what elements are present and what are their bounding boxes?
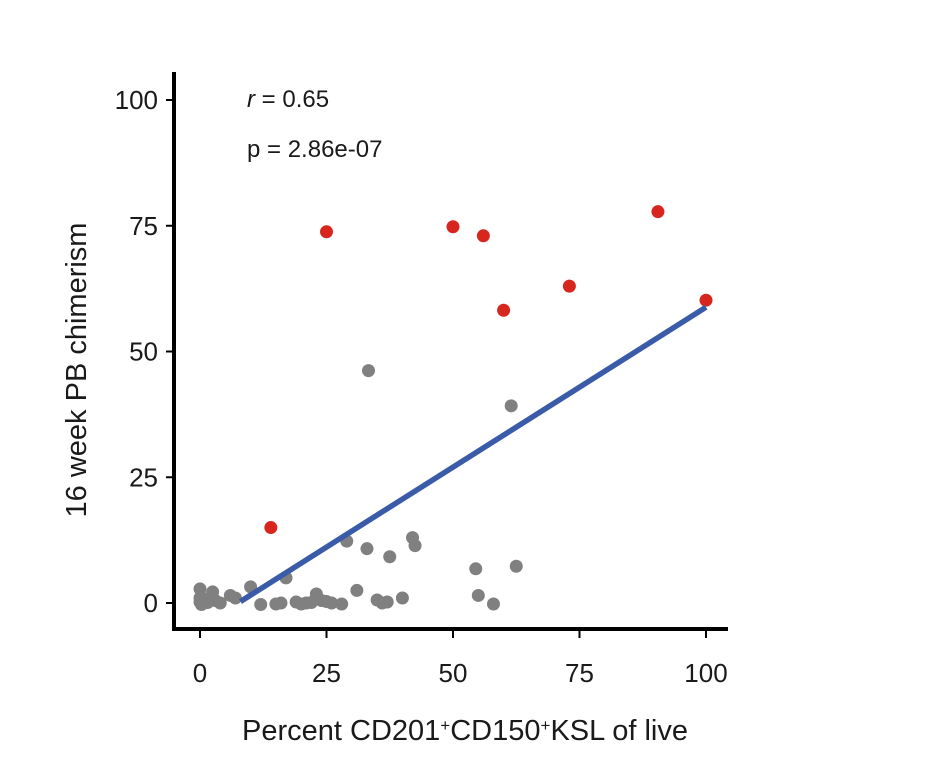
y-tick-label: 50 [129,337,158,367]
y-axis-title: 16 week PB chimerism [61,223,93,518]
gray-point [395,591,409,605]
red-point [699,293,713,307]
gray-point [380,595,394,609]
x-axis-title-part-2: CD150 [450,715,540,747]
x-tick-label: 50 [439,658,468,688]
gray-point [469,562,483,576]
plot-area [239,304,708,604]
r-annotation: r = 0.65 [247,86,329,113]
data-points [193,205,713,612]
red-point [562,279,576,293]
y-tick-label: 75 [129,211,158,241]
y-tick-label: 25 [129,462,158,492]
gray-point [383,550,397,564]
red-point [476,229,490,243]
gray-point [361,364,375,378]
x-axis-title: Percent CD201+CD150+KSL of live [242,715,688,747]
gray-point [350,583,364,597]
gray-point [254,598,268,612]
gray-point [360,542,374,556]
gray-point [213,596,227,610]
gray-point [228,591,242,605]
x-axis-title-sup-1: + [440,716,450,735]
red-point [497,303,511,317]
y-tick-label: 100 [115,85,158,115]
gray-point [471,588,485,602]
red-point [264,521,278,535]
r-value: = 0.65 [255,86,329,113]
regression-line [239,304,708,604]
x-tick-label: 0 [193,658,207,688]
gray-point [274,596,288,610]
red-point [651,205,665,219]
red-point [446,220,460,234]
x-tick-label: 100 [684,658,727,688]
gray-point [509,559,523,573]
x-tick-label: 25 [312,658,341,688]
ticks: 0 25 50 75 100 0 25 50 75 100 [115,85,728,688]
gray-point [193,582,207,596]
x-axis-title-sup-2: + [541,716,551,735]
p-annotation: p = 2.86e-07 [247,136,382,163]
y-tick-label: 0 [144,588,158,618]
x-tick-label: 75 [565,658,594,688]
axes [172,72,728,631]
x-axis-title-part-1: Percent CD201 [242,715,440,747]
r-symbol: r [247,86,256,113]
gray-point [335,597,349,611]
gray-point [486,597,500,611]
red-point [320,225,333,239]
gray-point [408,539,422,553]
gray-point [504,399,518,413]
gray-point [325,596,339,610]
x-axis-title-part-3: KSL of live [550,715,688,747]
